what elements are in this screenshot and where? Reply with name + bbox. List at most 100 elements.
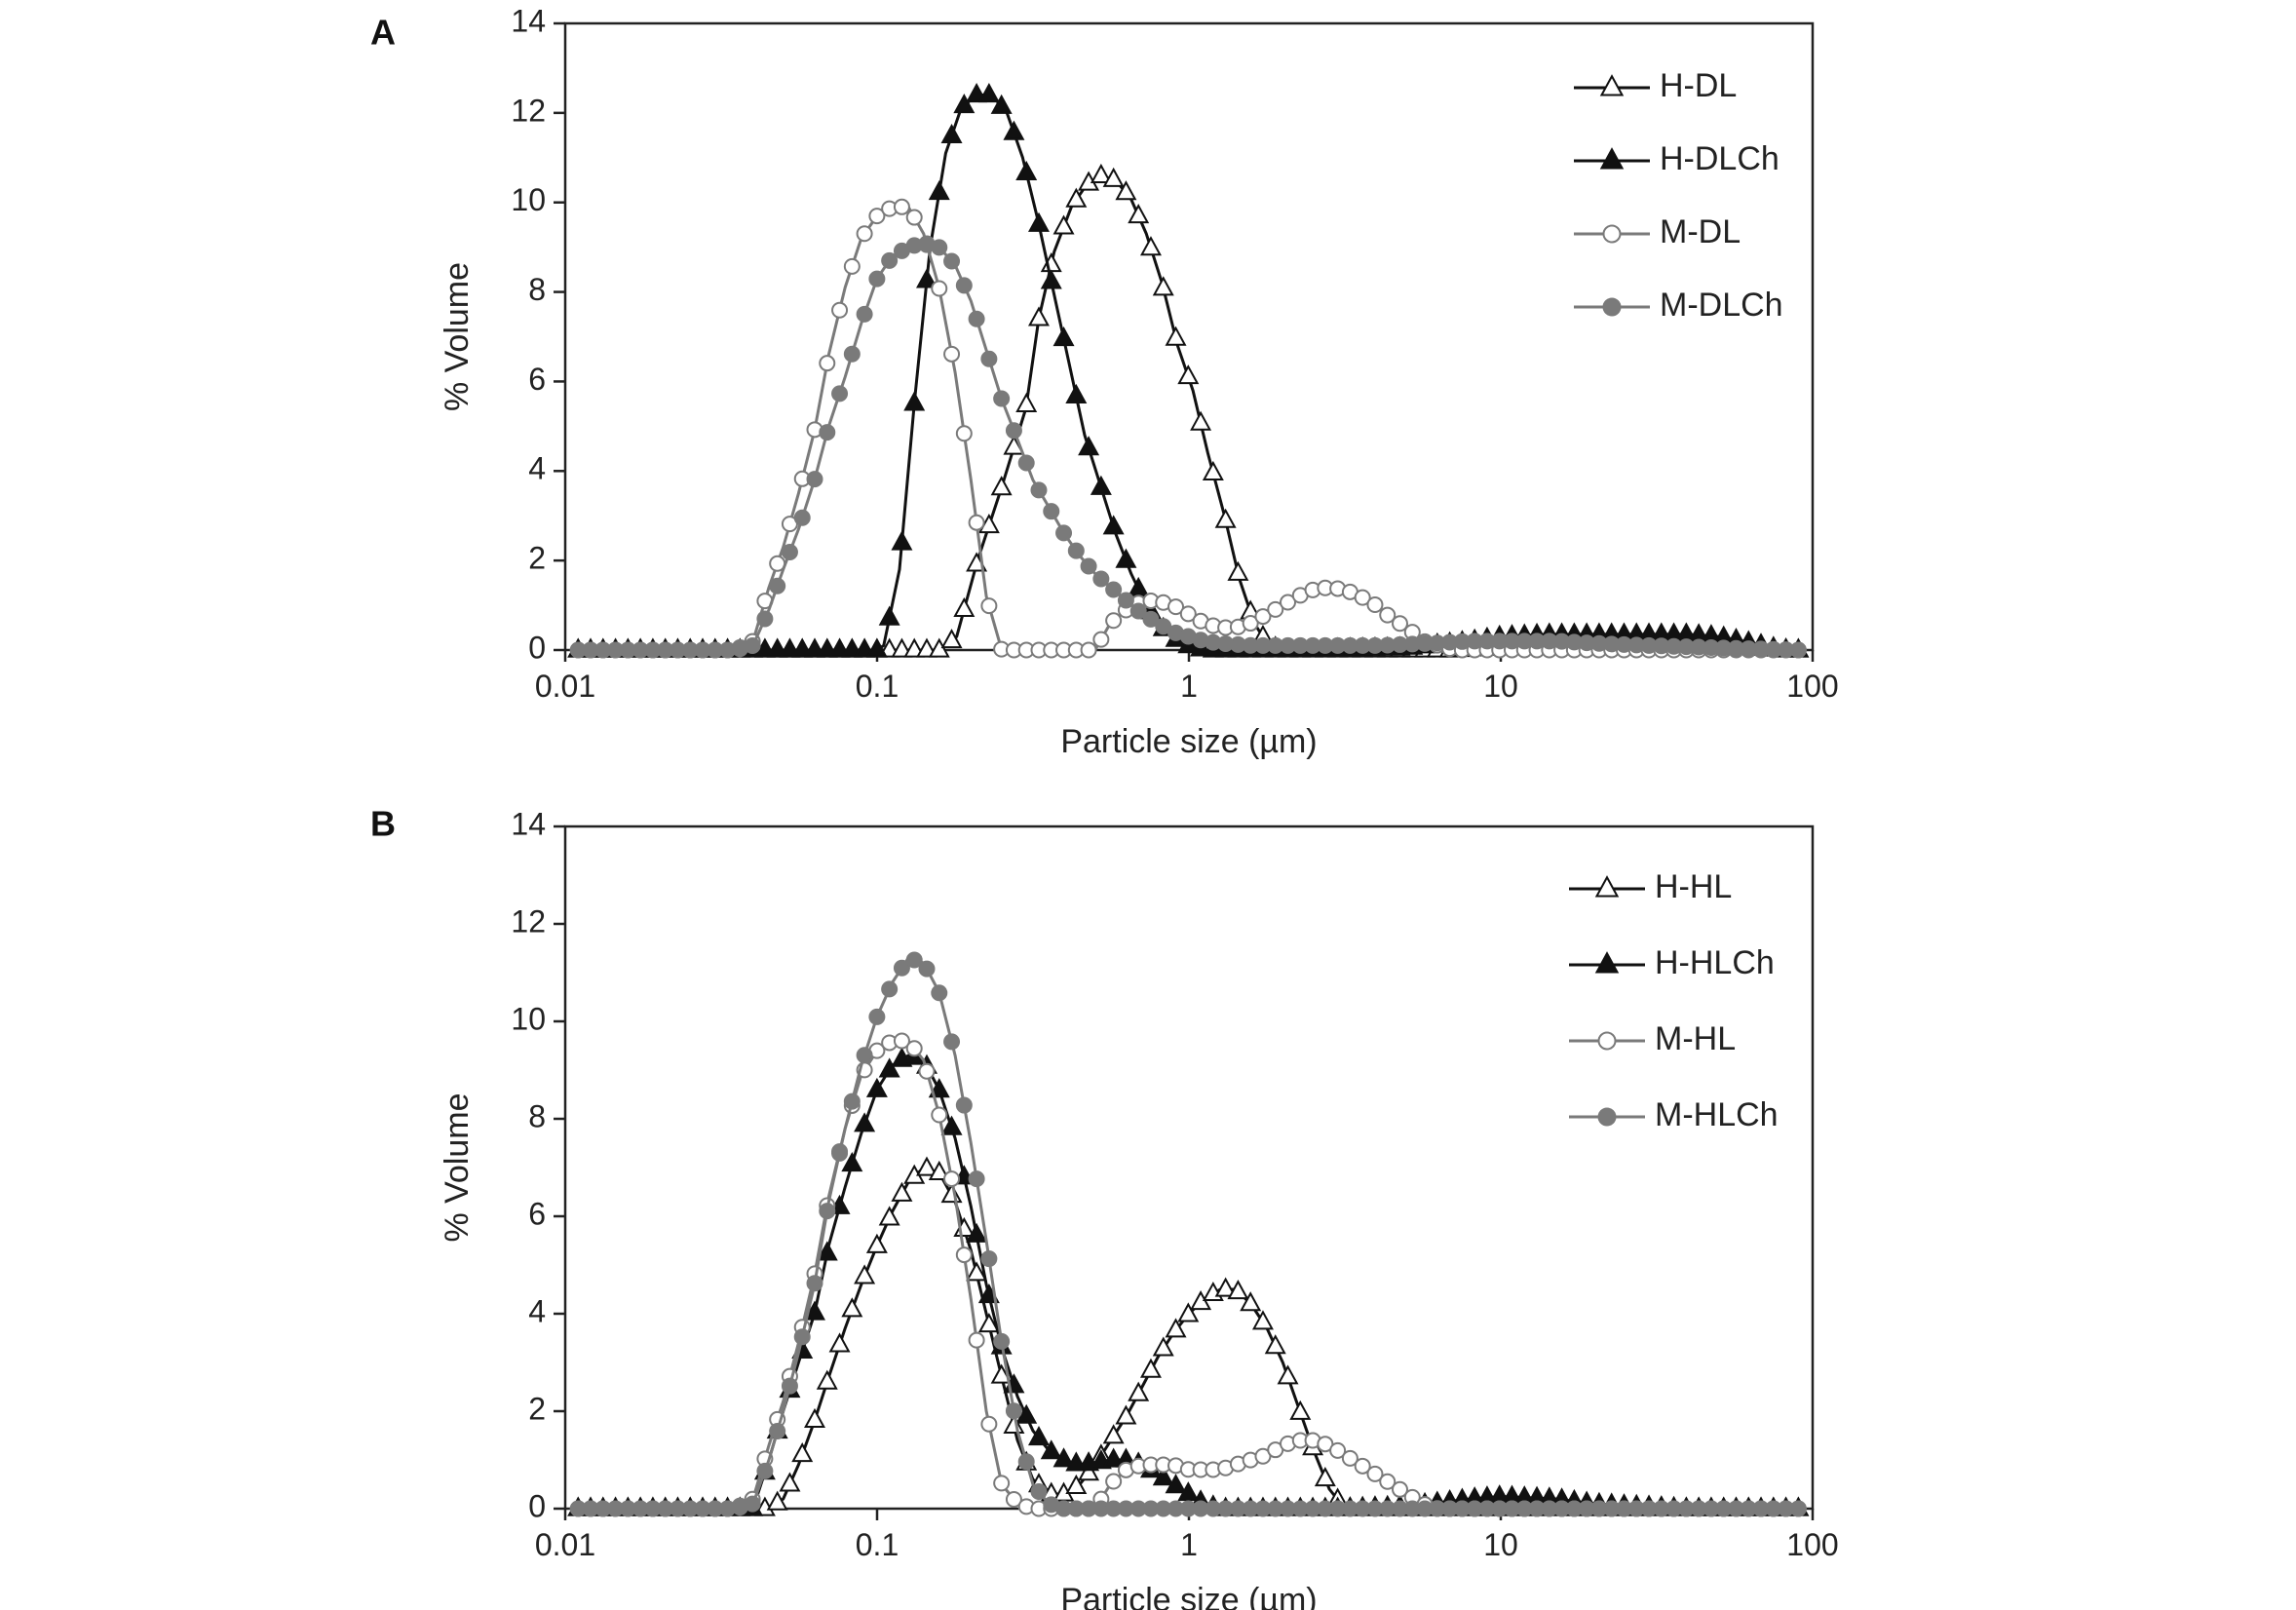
triangle-marker-icon [1594,951,1620,974]
data-point [868,208,886,225]
data-point [1254,608,1272,626]
circle-marker-icon [1597,1107,1617,1127]
data-point [831,301,849,319]
data-point [1043,503,1060,520]
data-point [918,1062,936,1080]
series-m-dl [569,198,1807,659]
data-point [903,637,926,658]
data-point [806,1275,823,1292]
data-point [831,385,849,402]
data-point [881,980,899,998]
data-point [955,425,973,442]
data-point [1251,1310,1274,1330]
data-point [905,951,923,969]
data-point [856,225,873,243]
data-point [1242,615,1259,632]
data-point [931,280,948,297]
data-point [943,252,961,270]
data-point [744,1495,761,1513]
legend-label: H-DLCh [1660,140,1779,177]
series-line [578,1054,1799,1511]
data-point [916,1156,938,1176]
data-point [993,1332,1011,1350]
data-point [966,1222,988,1243]
data-point [1078,436,1100,456]
data-point [1392,615,1409,632]
data-point [1165,1474,1187,1494]
data-point [980,350,998,367]
data-point [854,1112,876,1132]
data-point [1015,160,1038,181]
x-tick-label: 0.1 [856,669,899,704]
circle-marker-icon [1602,224,1622,244]
data-point [943,345,961,363]
data-point [878,1206,900,1226]
data-point [955,1246,973,1264]
data-point [756,1462,774,1479]
data-point [940,123,963,144]
data-point [865,637,888,658]
data-point [1052,1447,1075,1468]
legend-label: M-DLCh [1660,287,1783,324]
data-point [841,1151,863,1172]
data-point [779,637,801,658]
data-point [1341,1449,1358,1467]
data-point [893,198,910,215]
data-point [1005,1490,1022,1508]
legend-label: M-DL [1660,213,1741,250]
data-point [819,355,836,372]
data-point [1142,610,1160,628]
data-point [1005,422,1022,440]
y-tick-label: 12 [511,93,546,128]
y-tick-label: 10 [511,1001,546,1036]
data-point [779,1472,801,1492]
data-point [928,1078,950,1098]
data-point [1354,589,1371,606]
data-point [1065,1474,1088,1494]
data-point [1354,1457,1371,1475]
data-point [1030,1483,1048,1501]
series-m-hl [569,1032,1807,1517]
data-point [1177,364,1200,385]
legend-label: H-DL [1660,67,1737,104]
y-tick-label: 6 [528,362,546,397]
data-point [806,471,823,488]
data-point [1105,1473,1123,1490]
data-point [1005,1402,1022,1420]
data-point [1003,120,1025,140]
legend-label: H-HL [1655,868,1732,905]
data-point [781,1377,798,1395]
data-point [753,637,776,658]
plot-frame [563,21,1815,652]
data-point [905,209,923,226]
data-point [1177,1481,1200,1502]
data-point [878,1057,900,1078]
data-point [1227,560,1249,581]
data-point [1065,383,1088,404]
data-point [1789,1500,1807,1517]
data-point [1177,1302,1200,1322]
data-point [953,94,976,114]
series-m-hlch [569,951,1807,1517]
data-point [1040,1439,1062,1460]
panel-letter: A [370,13,396,53]
data-point [1017,454,1035,472]
series-h-dl [567,163,1810,658]
y-axis-title: % Volume [439,1092,476,1242]
data-point [756,610,774,628]
data-point [1165,326,1187,346]
x-axis-title: Particle size (µm) [1060,1582,1317,1610]
data-point [968,1170,985,1188]
data-point [881,251,899,269]
data-point [1314,1467,1336,1487]
data-point [1102,515,1125,535]
data-point [854,1264,876,1284]
x-tick-label: 1 [1180,669,1198,704]
data-point [966,83,988,103]
data-point [931,1106,948,1124]
data-point [843,1092,861,1110]
data-point [769,1422,786,1439]
data-point [977,83,1000,103]
data-point [766,637,788,658]
